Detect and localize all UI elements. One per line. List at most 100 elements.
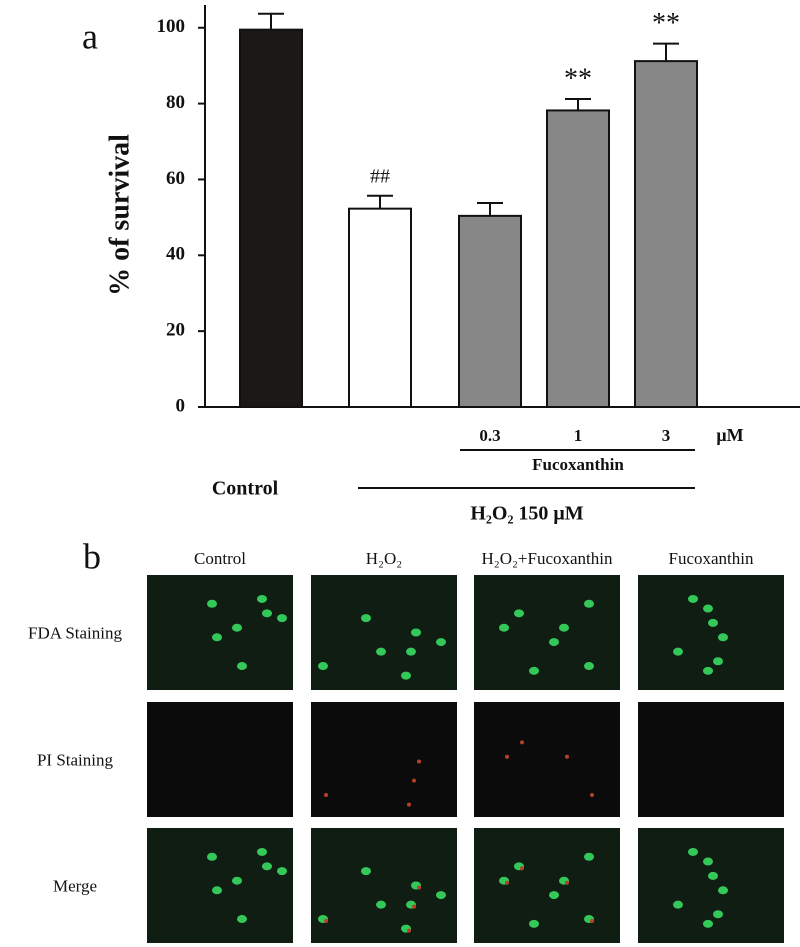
- cell: [277, 867, 287, 876]
- cell: [324, 793, 328, 798]
- cell: [688, 594, 698, 603]
- cell: [584, 599, 594, 608]
- cell: [549, 891, 559, 900]
- cell: [277, 614, 287, 623]
- annotation: ##: [370, 165, 390, 187]
- panel-label: b: [83, 536, 101, 576]
- y-tick-label: 100: [157, 16, 186, 37]
- cell: [529, 919, 539, 928]
- y-tick-label: 60: [166, 168, 185, 189]
- cell: [376, 900, 386, 909]
- panel-label: a: [82, 16, 98, 56]
- micrograph: [147, 702, 293, 817]
- group-label: Fucoxanthin: [532, 455, 624, 474]
- control-label: Control: [212, 478, 279, 500]
- cell: [207, 852, 217, 861]
- cell: [708, 618, 718, 627]
- cell: [590, 919, 594, 924]
- micrograph: [147, 828, 293, 943]
- bar: [634, 60, 698, 409]
- cell: [708, 871, 718, 880]
- annotation: **: [652, 8, 680, 39]
- unit-label: μM: [716, 425, 743, 445]
- micrograph: [474, 828, 620, 943]
- micrograph: [638, 702, 784, 817]
- cell: [401, 671, 411, 680]
- cell: [520, 740, 524, 745]
- row-label: FDA Staining: [28, 623, 122, 642]
- y-axis-label: % of survival: [104, 134, 135, 296]
- micrograph: [311, 702, 457, 817]
- cell: [559, 623, 569, 632]
- cell: [718, 633, 728, 642]
- cell: [411, 628, 421, 637]
- cell: [407, 802, 411, 807]
- cell: [207, 599, 217, 608]
- cell: [703, 919, 713, 928]
- micrograph: [311, 575, 457, 690]
- x-tick-label: 0.3: [479, 426, 500, 445]
- cell: [565, 754, 569, 759]
- cell: [406, 647, 416, 656]
- cell: [713, 657, 723, 666]
- bar: [546, 109, 610, 409]
- bar: [458, 214, 522, 408]
- cell: [673, 647, 683, 656]
- cell: [584, 852, 594, 861]
- bar: [348, 207, 412, 408]
- row-label: PI Staining: [37, 750, 114, 769]
- column-header: Control: [194, 549, 246, 568]
- cell: [713, 910, 723, 919]
- cell: [549, 638, 559, 647]
- row-label: Merge: [53, 876, 97, 895]
- cell: [703, 857, 713, 866]
- y-tick-label: 0: [176, 395, 186, 416]
- cell: [232, 876, 242, 885]
- x-tick-label: 3: [662, 426, 671, 445]
- column-header: Fucoxanthin: [669, 549, 754, 568]
- y-tick-label: 20: [166, 320, 185, 341]
- cell: [565, 880, 569, 885]
- group-label: H₂O₂ 150 μM: [470, 503, 583, 525]
- cell: [718, 886, 728, 895]
- cell: [407, 928, 411, 933]
- cell: [212, 886, 222, 895]
- cell: [529, 666, 539, 675]
- cell: [703, 666, 713, 675]
- cell: [436, 891, 446, 900]
- cell: [212, 633, 222, 642]
- cell: [232, 623, 242, 632]
- cell: [505, 880, 509, 885]
- y-tick-label: 40: [166, 244, 185, 265]
- micrograph: [311, 828, 457, 943]
- cell: [584, 662, 594, 671]
- cell: [237, 662, 247, 671]
- bar: [239, 28, 303, 409]
- cell: [262, 862, 272, 871]
- x-tick-label: 1: [574, 426, 583, 445]
- cell: [257, 847, 267, 856]
- cell: [520, 866, 524, 871]
- column-header: H₂O₂: [366, 549, 402, 568]
- cell: [417, 885, 421, 890]
- micrograph: [474, 575, 620, 690]
- micrograph: [147, 575, 293, 690]
- cell: [412, 778, 416, 783]
- cell: [703, 604, 713, 613]
- y-tick-label: 80: [166, 92, 185, 113]
- cell: [412, 904, 416, 909]
- column-header: H₂O₂+Fucoxanthin: [482, 549, 613, 568]
- cell: [499, 623, 509, 632]
- cell: [514, 609, 524, 618]
- annotation: **: [564, 63, 592, 94]
- cell: [505, 754, 509, 759]
- cell: [590, 793, 594, 798]
- cell: [688, 847, 698, 856]
- cell: [257, 594, 267, 603]
- cell: [417, 759, 421, 764]
- cell: [324, 919, 328, 924]
- cell: [262, 609, 272, 618]
- cell: [436, 638, 446, 647]
- cell: [673, 900, 683, 909]
